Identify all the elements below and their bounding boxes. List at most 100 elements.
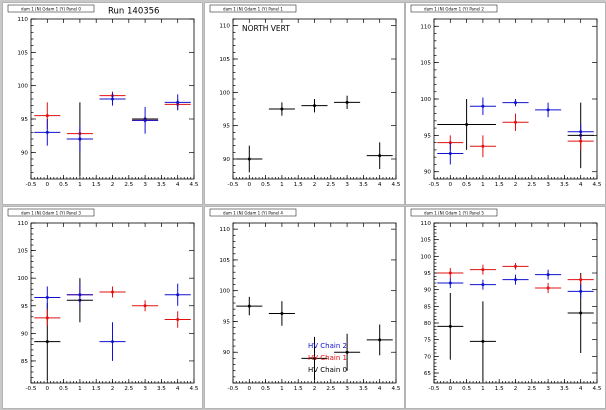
chart-pad-4: dam 1 (N) Gdam 1 (Y) Panel 4 -0.5 0 0.5 1 1.5…: [204, 206, 405, 409]
x-tick-label: 1: [78, 386, 82, 392]
x-tick-label: 4: [378, 386, 382, 392]
y-tick-label: 110: [219, 24, 230, 30]
data-point-blue: [502, 99, 529, 107]
x-tick-label: 2.5: [527, 182, 536, 188]
y-tick-label: 100: [219, 90, 230, 96]
pad-title: dam 1 (N) Gdam 1 (Y) Panel 0: [21, 6, 81, 11]
x-tick-label: 1.5: [92, 182, 101, 188]
marker: [111, 97, 114, 101]
x-tick-label: 3.5: [157, 386, 166, 392]
y-tick-label: 90: [223, 157, 231, 163]
pad-title: dam 1 (N) Gdam 1 (Y) Panel 2: [424, 6, 484, 11]
data-point-blue: [437, 278, 464, 288]
data-point-black: [437, 293, 464, 360]
marker: [313, 104, 316, 108]
pad-background: [2, 206, 203, 409]
x-tick-label: 3: [143, 386, 147, 392]
pad-title-box: dam 1 (N) Gdam 1 (Y) Panel 0: [7, 4, 95, 13]
y-tick-label: 100: [17, 84, 28, 90]
data-point-red: [469, 135, 496, 158]
pad-title-frame: [410, 208, 498, 217]
legend-entry: HV Chain 1: [308, 354, 347, 362]
x-tick-label: 2.5: [124, 182, 133, 188]
y-tick-label: 65: [424, 371, 432, 377]
marker: [448, 324, 452, 328]
y-tick-label: 105: [420, 61, 431, 67]
marker: [481, 339, 485, 343]
data-point-black: [236, 145, 263, 173]
data-point-red: [437, 268, 464, 278]
y-tick-label: 105: [219, 258, 230, 264]
data-point-black: [301, 99, 328, 113]
chart-pad-3: dam 1 (N) Gdam 1 (Y) Panel 3 -0.5 0 0.5 1 1.5…: [2, 206, 203, 409]
data-point-red: [99, 286, 126, 298]
x-tick-label: 3: [143, 182, 147, 188]
data-point-red: [567, 274, 594, 285]
chart-pad-5: dam 1 (N) Gdam 1 (Y) Panel 5 -0.5 0 0.5 1 1.5…: [405, 206, 606, 409]
canvas-title: Run 140356: [108, 7, 159, 17]
data-point-blue: [34, 286, 61, 309]
y-tick-label: 85: [21, 359, 29, 365]
pad-title-frame: [7, 208, 95, 217]
data-point-blue: [469, 97, 496, 115]
marker: [45, 316, 49, 320]
x-tick-label: 1: [481, 386, 485, 392]
x-tick-label: 4: [176, 386, 180, 392]
chart-pad-2: dam 1 (N) Gdam 1 (Y) Panel 2 -0.5 0 0.5 1 1.5…: [405, 2, 606, 205]
x-tick-label: 4.5: [392, 182, 401, 188]
marker: [280, 107, 284, 111]
y-tick-label: 95: [424, 133, 432, 139]
y-tick-label: 105: [17, 249, 28, 255]
marker: [45, 114, 49, 118]
x-tick-label: 0: [46, 182, 50, 188]
pad-title: dam 1 (N) Gdam 1 (Y) Panel 3: [21, 210, 81, 215]
data-point-black: [437, 99, 496, 150]
plot-annotation: NORTH VERT: [242, 24, 290, 33]
legend-entry: HV Chain 2: [308, 342, 347, 350]
legend-entry: HV Chain 0: [308, 366, 347, 374]
marker: [313, 356, 316, 360]
x-tick-label: 3.5: [560, 386, 569, 392]
data-point-blue: [132, 107, 159, 134]
x-tick-label: 3.5: [359, 386, 368, 392]
marker: [481, 104, 485, 108]
x-tick-label: -0.5: [429, 182, 440, 188]
data-point-red: [502, 263, 529, 270]
pad-background: [405, 2, 606, 205]
x-tick-label: 0.5: [462, 386, 471, 392]
marker: [78, 137, 82, 141]
x-tick-label: 2.5: [527, 386, 536, 392]
pad-title-box: dam 1 (N) Gdam 1 (Y) Panel 5: [410, 208, 498, 217]
y-tick-label: 110: [420, 221, 431, 227]
x-tick-label: 0.5: [59, 182, 68, 188]
x-tick-label: 4.5: [190, 386, 199, 392]
marker: [514, 264, 517, 268]
x-tick-label: 0: [449, 182, 453, 188]
x-tick-label: 3.5: [157, 182, 166, 188]
pad-title: dam 1 (N) Gdam 1 (Y) Panel 1: [223, 6, 283, 11]
y-tick-label: 105: [17, 50, 28, 56]
marker: [546, 286, 550, 290]
y-tick-label: 95: [223, 319, 231, 325]
y-tick-label: 90: [21, 150, 29, 156]
marker: [546, 273, 550, 277]
data-point-blue: [66, 125, 93, 153]
x-tick-label: 2: [313, 182, 317, 188]
pad-title-box: dam 1 (N) Gdam 1 (Y) Panel 1: [209, 4, 297, 13]
data-point-red: [535, 283, 562, 293]
marker: [579, 139, 583, 143]
pad-title-frame: [7, 4, 95, 13]
x-tick-label: 2.5: [326, 182, 335, 188]
marker: [378, 338, 382, 342]
y-tick-label: 75: [424, 338, 432, 344]
data-point-blue: [164, 94, 191, 111]
x-tick-label: 4: [378, 182, 382, 188]
data-point-blue: [535, 102, 562, 118]
chart-pad-1: dam 1 (N) Gdam 1 (Y) Panel 1 -0.5 0 0.5 1 1.5…: [204, 2, 405, 205]
marker: [448, 152, 452, 156]
data-point-blue: [567, 284, 594, 298]
marker: [345, 100, 349, 104]
pad-title: dam 1 (N) Gdam 1 (Y) Panel 5: [424, 210, 484, 215]
data-point-blue: [99, 92, 126, 106]
